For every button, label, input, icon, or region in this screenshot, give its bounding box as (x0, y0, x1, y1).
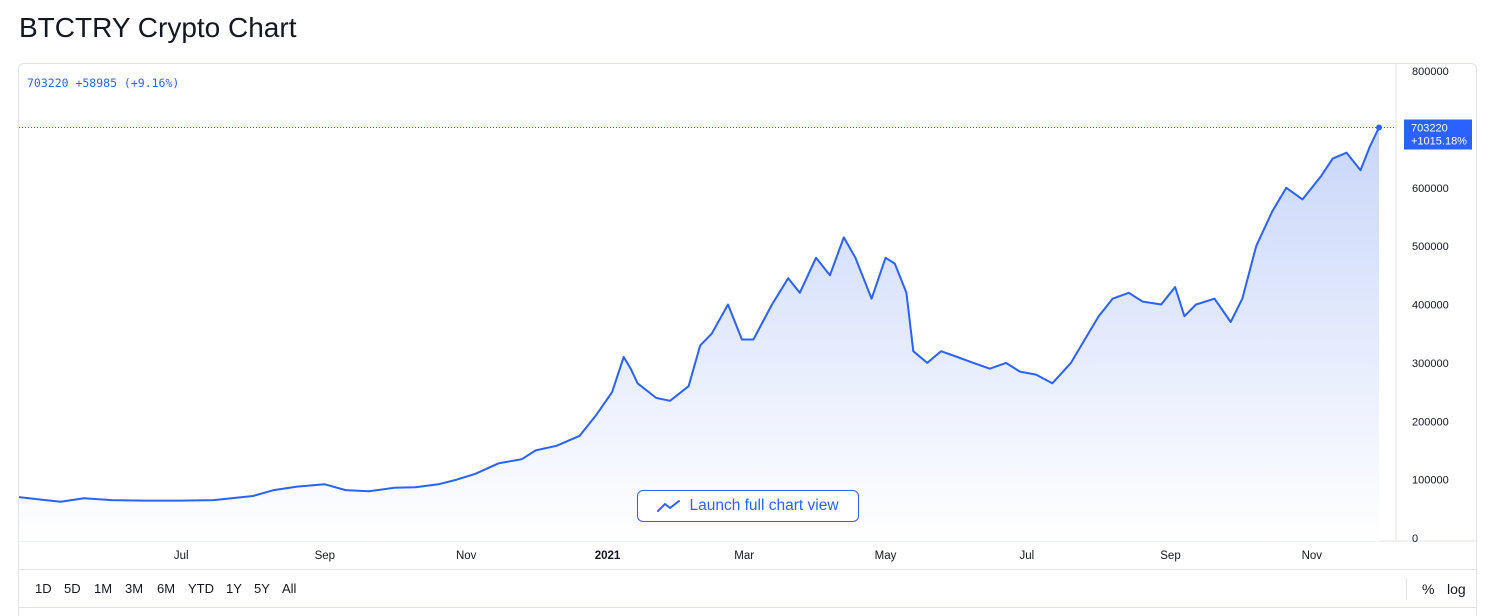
price-label-change: +1015.18% (1411, 136, 1467, 148)
range-1y-button[interactable]: 1Y (226, 581, 242, 596)
x-tick-label: May (875, 550, 897, 562)
range-1d-button[interactable]: 1D (35, 581, 52, 596)
trend-line-icon (657, 500, 681, 512)
range-1m-button[interactable]: 1M (94, 581, 113, 596)
x-tick-label: Mar (734, 550, 754, 562)
range-ytd-button[interactable]: YTD (188, 581, 214, 596)
price-label-box (1404, 119, 1472, 150)
range-5d-button[interactable]: 5D (64, 581, 81, 596)
bottom-divider (19, 607, 1476, 608)
y-tick-label: 500000 (1412, 241, 1449, 253)
y-tick-label: 300000 (1412, 358, 1449, 370)
y-tick-label: 100000 (1412, 475, 1449, 487)
chart-widget[interactable]: 800000 600000 500000 400000 300000 200000 1000… (18, 63, 1477, 616)
y-tick-label: 400000 (1412, 300, 1449, 312)
y-tick-label: 200000 (1412, 416, 1449, 428)
x-tick-label: Nov (1302, 550, 1323, 562)
range-6m-button[interactable]: 6M (157, 581, 176, 596)
x-tick-label: Nov (456, 550, 477, 562)
price-label-value: 703220 (1411, 123, 1448, 135)
y-tick-label: 0 (1412, 533, 1418, 545)
x-tick-label: 2021 (595, 550, 621, 562)
percent-scale-toggle[interactable]: % (1422, 581, 1435, 597)
range-toolbar: 1D 5D 1M 3M 6M YTD 1Y 5Y All % log (19, 569, 1476, 608)
legend-ohlc: 703220 +58985 (+9.16%) (27, 76, 180, 90)
chart-plot-area[interactable]: 800000 600000 500000 400000 300000 200000 1000… (19, 64, 1477, 616)
toolbar-separator (1406, 578, 1407, 600)
price-area-fill (19, 127, 1379, 541)
launch-button-label: Launch full chart view (689, 497, 839, 514)
log-scale-toggle[interactable]: log (1447, 581, 1466, 597)
y-tick-label: 800000 (1412, 66, 1449, 78)
range-all-button[interactable]: All (282, 581, 297, 596)
x-tick-label: Sep (1160, 550, 1180, 562)
x-tick-label: Sep (315, 550, 335, 562)
x-tick-label: Jul (174, 550, 189, 562)
launch-full-chart-button[interactable]: Launch full chart view (637, 490, 859, 522)
page-title: BTCTRY Crypto Chart (19, 12, 297, 43)
range-3m-button[interactable]: 3M (125, 581, 144, 596)
y-tick-label: 600000 (1412, 183, 1449, 195)
x-tick-label: Jul (1019, 550, 1034, 562)
range-5y-button[interactable]: 5Y (254, 581, 270, 596)
last-price-dot (1376, 124, 1382, 131)
